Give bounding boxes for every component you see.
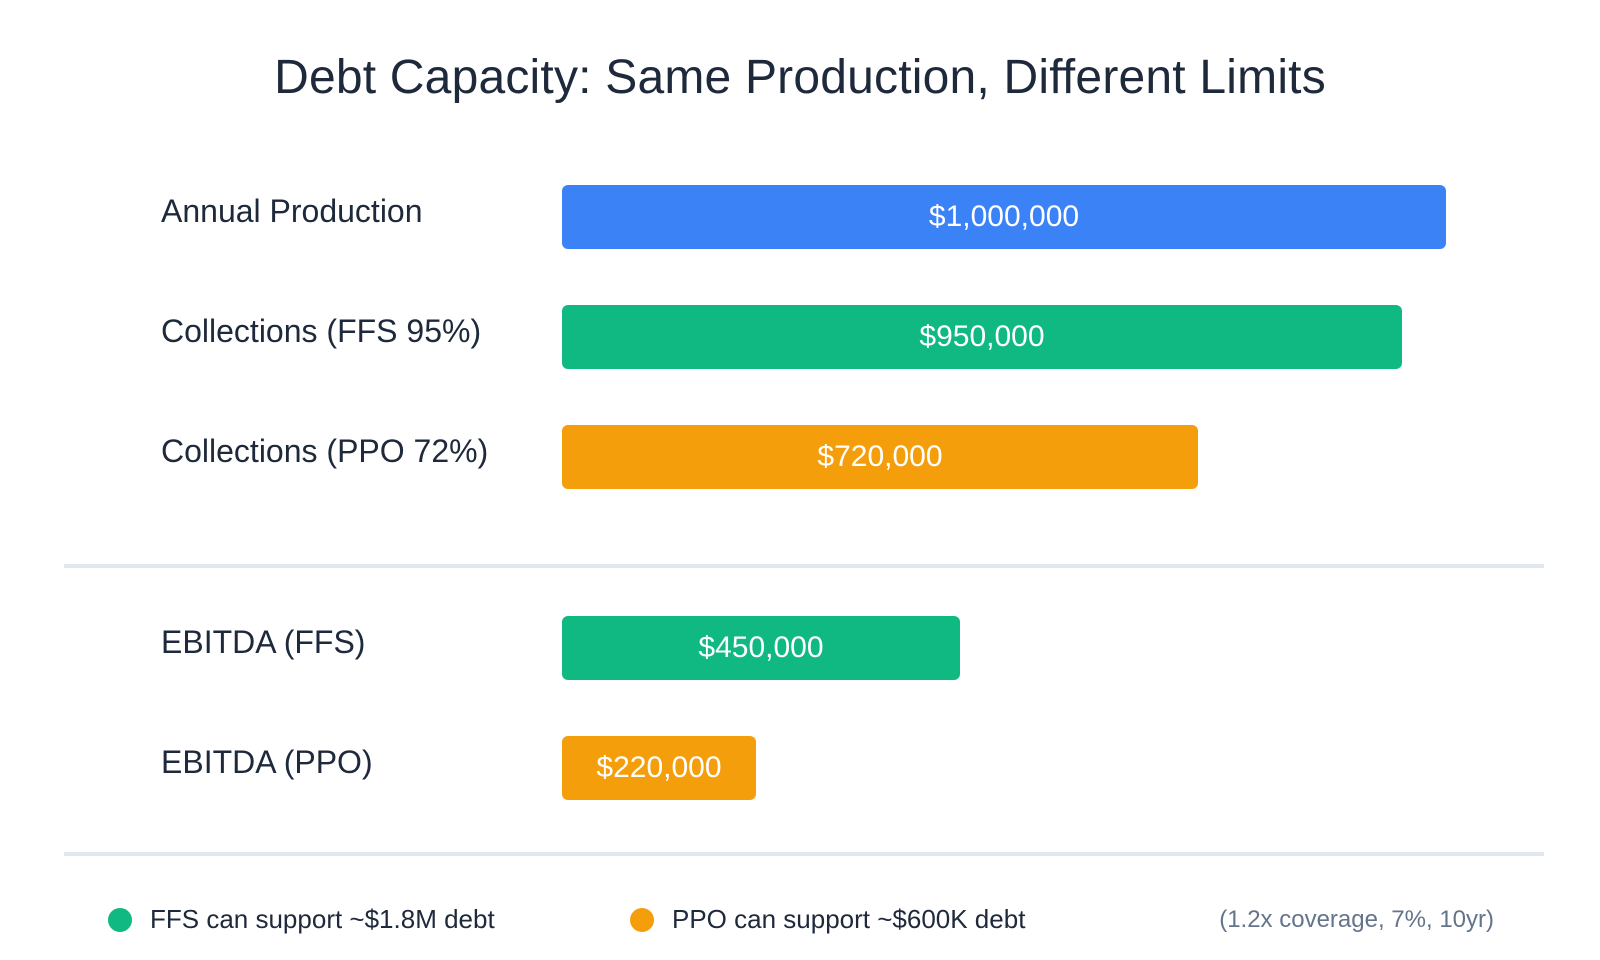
bar-annual-production: $1,000,000 bbox=[562, 185, 1446, 249]
value-label-ebitda-ffs: $450,000 bbox=[698, 631, 824, 664]
coverage-note: (1.2x coverage, 7%, 10yr) bbox=[1219, 906, 1494, 933]
value-label-ebitda-ppo: $220,000 bbox=[596, 751, 722, 784]
legend-label-ppo: PPO can support ~$600K debt bbox=[672, 904, 1026, 934]
value-label-annual-production: $1,000,000 bbox=[928, 200, 1080, 233]
legend-divider bbox=[64, 852, 1544, 856]
bar-collections-ffs: $950,000 bbox=[562, 305, 1402, 369]
section-divider bbox=[64, 564, 1544, 568]
value-label-collections-ppo: $720,000 bbox=[817, 440, 943, 473]
legend-dot-ffs bbox=[108, 908, 132, 932]
legend-label-ffs: FFS can support ~$1.8M debt bbox=[150, 904, 495, 934]
bar-ebitda-ffs: $450,000 bbox=[562, 616, 960, 680]
category-label-collections-ffs: Collections (FFS 95%) bbox=[161, 313, 482, 349]
category-label-collections-ppo: Collections (PPO 72%) bbox=[161, 433, 489, 469]
bar-collections-ppo: $720,000 bbox=[562, 425, 1198, 489]
category-label-annual-production: Annual Production bbox=[161, 193, 423, 229]
legend-dot-ppo bbox=[630, 908, 654, 932]
value-label-collections-ffs: $950,000 bbox=[919, 320, 1045, 353]
bar-ebitda-ppo: $220,000 bbox=[562, 736, 756, 800]
chart-title: Debt Capacity: Same Production, Differen… bbox=[274, 51, 1326, 104]
category-label-ebitda-ppo: EBITDA (PPO) bbox=[161, 744, 373, 780]
category-label-ebitda-ffs: EBITDA (FFS) bbox=[161, 624, 366, 660]
